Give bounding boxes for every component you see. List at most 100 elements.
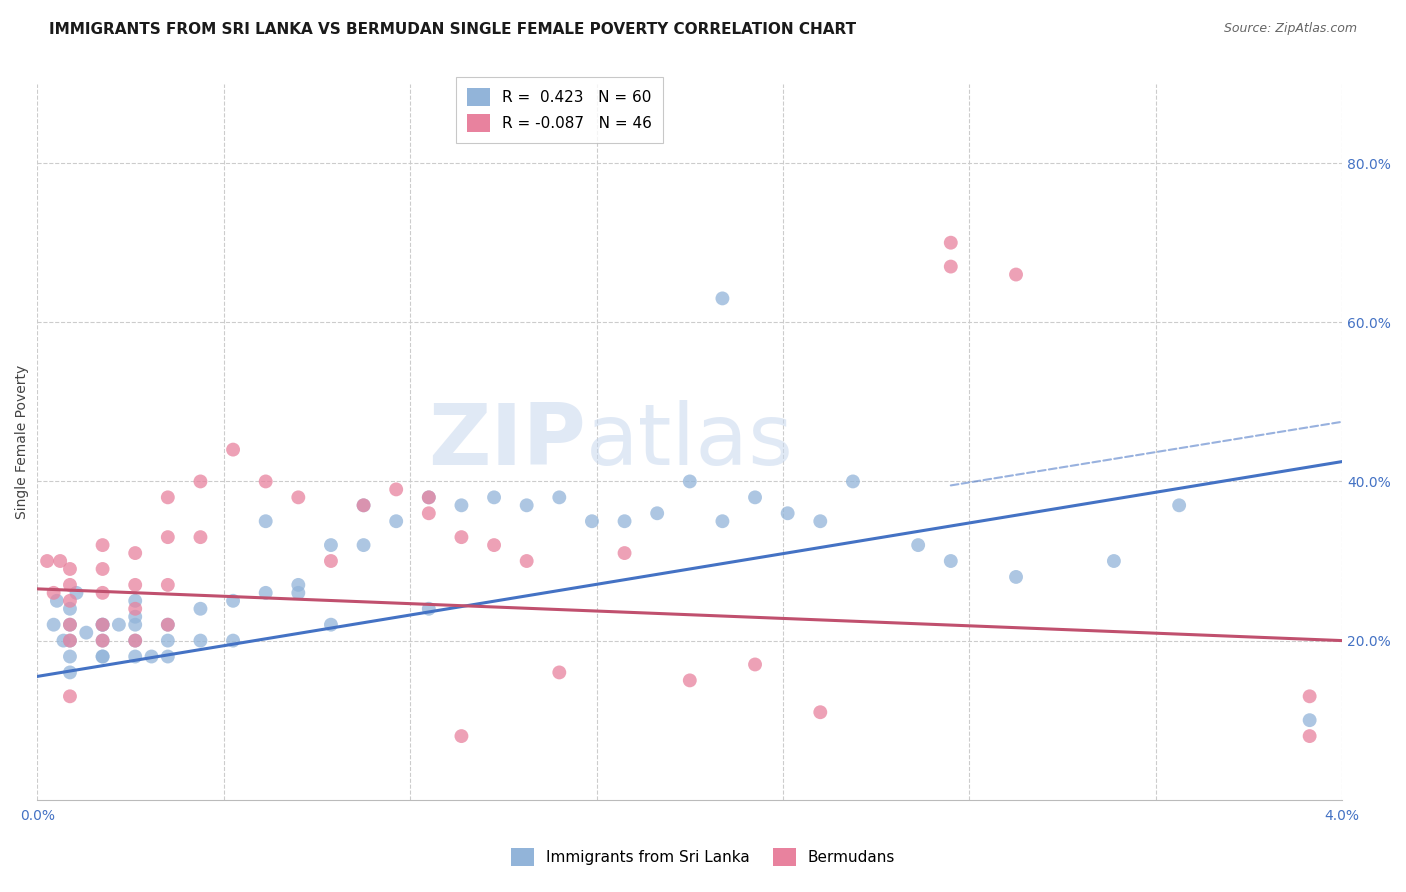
Point bbox=[156, 633, 179, 648]
Text: IMMIGRANTS FROM SRI LANKA VS BERMUDAN SINGLE FEMALE POVERTY CORRELATION CHART: IMMIGRANTS FROM SRI LANKA VS BERMUDAN SI… bbox=[49, 22, 856, 37]
Point bbox=[1168, 498, 1191, 512]
Point bbox=[124, 609, 146, 624]
Point bbox=[744, 491, 766, 505]
Point bbox=[91, 649, 114, 664]
Text: atlas: atlas bbox=[585, 401, 793, 483]
Point bbox=[516, 498, 538, 512]
Point bbox=[711, 514, 734, 528]
Point bbox=[59, 665, 82, 680]
Point bbox=[91, 617, 114, 632]
Point bbox=[385, 483, 408, 497]
Point bbox=[939, 260, 962, 274]
Point bbox=[679, 673, 702, 688]
Point bbox=[1298, 729, 1320, 743]
Point bbox=[190, 530, 212, 544]
Point bbox=[353, 538, 375, 552]
Point bbox=[1102, 554, 1125, 568]
Point bbox=[842, 475, 865, 489]
Point bbox=[418, 601, 440, 615]
Point bbox=[353, 498, 375, 512]
Point bbox=[808, 705, 831, 719]
Point bbox=[418, 491, 440, 505]
Point bbox=[319, 538, 342, 552]
Point bbox=[37, 554, 59, 568]
Point bbox=[645, 506, 668, 520]
Point bbox=[75, 625, 97, 640]
Point bbox=[190, 601, 212, 615]
Point bbox=[65, 586, 87, 600]
Point bbox=[59, 578, 82, 592]
Point bbox=[319, 617, 342, 632]
Point bbox=[581, 514, 603, 528]
Point bbox=[42, 617, 65, 632]
Point bbox=[1005, 570, 1028, 584]
Point bbox=[385, 514, 408, 528]
Point bbox=[91, 633, 114, 648]
Point bbox=[744, 657, 766, 672]
Point bbox=[124, 578, 146, 592]
Point bbox=[548, 491, 571, 505]
Point bbox=[548, 665, 571, 680]
Point bbox=[418, 506, 440, 520]
Point bbox=[156, 578, 179, 592]
Point bbox=[450, 729, 472, 743]
Point bbox=[59, 633, 82, 648]
Point bbox=[156, 491, 179, 505]
Point bbox=[124, 601, 146, 615]
Point bbox=[222, 633, 245, 648]
Point bbox=[91, 562, 114, 576]
Point bbox=[776, 506, 799, 520]
Point bbox=[613, 546, 636, 560]
Point bbox=[450, 530, 472, 544]
Point bbox=[1005, 268, 1028, 282]
Point bbox=[319, 554, 342, 568]
Point bbox=[254, 514, 277, 528]
Point bbox=[42, 586, 65, 600]
Point bbox=[52, 633, 75, 648]
Point bbox=[222, 442, 245, 457]
Point bbox=[287, 491, 309, 505]
Point bbox=[91, 617, 114, 632]
Point bbox=[939, 554, 962, 568]
Point bbox=[516, 554, 538, 568]
Point bbox=[156, 649, 179, 664]
Point bbox=[939, 235, 962, 250]
Point bbox=[124, 594, 146, 608]
Point bbox=[222, 594, 245, 608]
Point bbox=[59, 690, 82, 704]
Point bbox=[124, 617, 146, 632]
Point bbox=[190, 475, 212, 489]
Point bbox=[59, 601, 82, 615]
Point bbox=[254, 475, 277, 489]
Point bbox=[91, 633, 114, 648]
Point bbox=[711, 292, 734, 306]
Text: ZIP: ZIP bbox=[427, 401, 585, 483]
Point bbox=[482, 491, 505, 505]
Point bbox=[91, 586, 114, 600]
Point bbox=[59, 633, 82, 648]
Point bbox=[450, 498, 472, 512]
Point bbox=[613, 514, 636, 528]
Point bbox=[124, 649, 146, 664]
Point bbox=[287, 578, 309, 592]
Point bbox=[91, 538, 114, 552]
Point bbox=[254, 586, 277, 600]
Point bbox=[124, 633, 146, 648]
Legend: Immigrants from Sri Lanka, Bermudans: Immigrants from Sri Lanka, Bermudans bbox=[502, 838, 904, 875]
Point bbox=[679, 475, 702, 489]
Point bbox=[59, 617, 82, 632]
Point bbox=[124, 546, 146, 560]
Point bbox=[156, 617, 179, 632]
Point bbox=[59, 649, 82, 664]
Point bbox=[156, 617, 179, 632]
Point bbox=[156, 530, 179, 544]
Point bbox=[418, 491, 440, 505]
Point bbox=[45, 594, 67, 608]
Point bbox=[59, 562, 82, 576]
Text: Source: ZipAtlas.com: Source: ZipAtlas.com bbox=[1223, 22, 1357, 36]
Point bbox=[91, 617, 114, 632]
Point bbox=[141, 649, 163, 664]
Point bbox=[49, 554, 72, 568]
Point bbox=[1298, 713, 1320, 727]
Point bbox=[482, 538, 505, 552]
